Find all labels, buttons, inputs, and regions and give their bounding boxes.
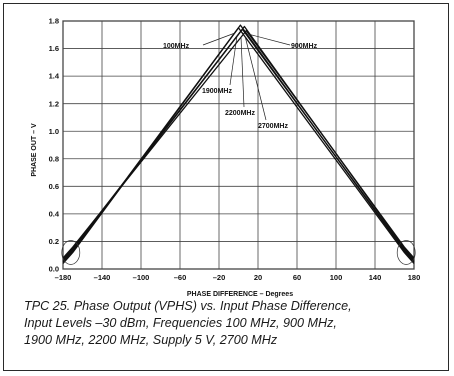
- y-tick-label: 0.4: [49, 209, 60, 218]
- series-lines: [62, 24, 415, 264]
- x-tick-label: 100: [330, 273, 343, 282]
- series-line: [62, 25, 415, 260]
- annotation-leader: [247, 33, 291, 46]
- x-tick-label: 60: [293, 273, 301, 282]
- y-tick-label: 0.8: [49, 154, 59, 163]
- grid: [62, 20, 415, 270]
- left-tail-marker: [61, 240, 81, 265]
- annotation-label: 2200MHz: [225, 110, 255, 117]
- y-axis-title: PHASE OUT – V: [31, 123, 38, 177]
- x-tick-label: –60: [174, 273, 187, 282]
- annotation-label: 1900MHz: [202, 88, 232, 95]
- annotation-label: 2700MHz: [258, 123, 288, 130]
- x-tick-label: 180: [408, 273, 421, 282]
- caption-line-1: TPC 25. Phase Output (VPHS) vs. Input Ph…: [24, 299, 352, 313]
- y-tick-label: 1.6: [49, 44, 59, 53]
- x-tick-label: –180: [55, 273, 72, 282]
- x-tick-labels: –180 –140 –100 –60 –20 20 60 100 140 180: [55, 273, 421, 282]
- x-tick-label: 140: [369, 273, 382, 282]
- series-line: [62, 24, 415, 263]
- annotation-label: 100MHz: [163, 43, 190, 50]
- figure-caption: TPC 25. Phase Output (VPHS) vs. Input Ph…: [24, 298, 444, 349]
- y-tick-label: 1.4: [49, 72, 60, 81]
- x-tick-label: 20: [254, 273, 262, 282]
- x-tick-label: –100: [133, 273, 150, 282]
- right-tail-marker: [396, 240, 416, 265]
- annotation-leader: [229, 35, 238, 86]
- phase-output-chart: 0.00.20.40.60.81.01.21.41.61.8 –180 –140–…: [31, 17, 421, 298]
- caption-line-3: 1900 MHz, 2200 MHz, Supply 5 V, 2700 MHz: [24, 333, 278, 347]
- x-axis-title: PHASE DIFFERENCE – Degrees: [187, 291, 293, 298]
- plot-border: [62, 20, 415, 270]
- annotation-leader: [240, 36, 245, 108]
- y-tick-labels: 0.0 0.2 0.4 0.6 0.8 1.0 1.2 1.4 1.6 1.8: [49, 17, 60, 274]
- y-tick-label: 1.8: [49, 17, 59, 26]
- annotation-label: 900MHz: [291, 43, 318, 50]
- y-tick-label: 1.2: [49, 99, 59, 108]
- x-tick-label: –140: [94, 273, 111, 282]
- caption-line-2: Input Levels –30 dBm, Frequencies 100 MH…: [24, 316, 337, 330]
- annotation-leader: [244, 35, 267, 121]
- series-line: [62, 29, 415, 259]
- series-line: [62, 28, 415, 262]
- y-tick-label: 0.6: [49, 182, 59, 191]
- y-tick-label: 0.2: [49, 237, 59, 246]
- series-line: [62, 27, 415, 264]
- x-tick-label: –20: [213, 273, 226, 282]
- y-tick-label: 1.0: [49, 127, 59, 136]
- annotation-leader: [202, 32, 236, 46]
- y-tick-label: 0.0: [49, 265, 59, 274]
